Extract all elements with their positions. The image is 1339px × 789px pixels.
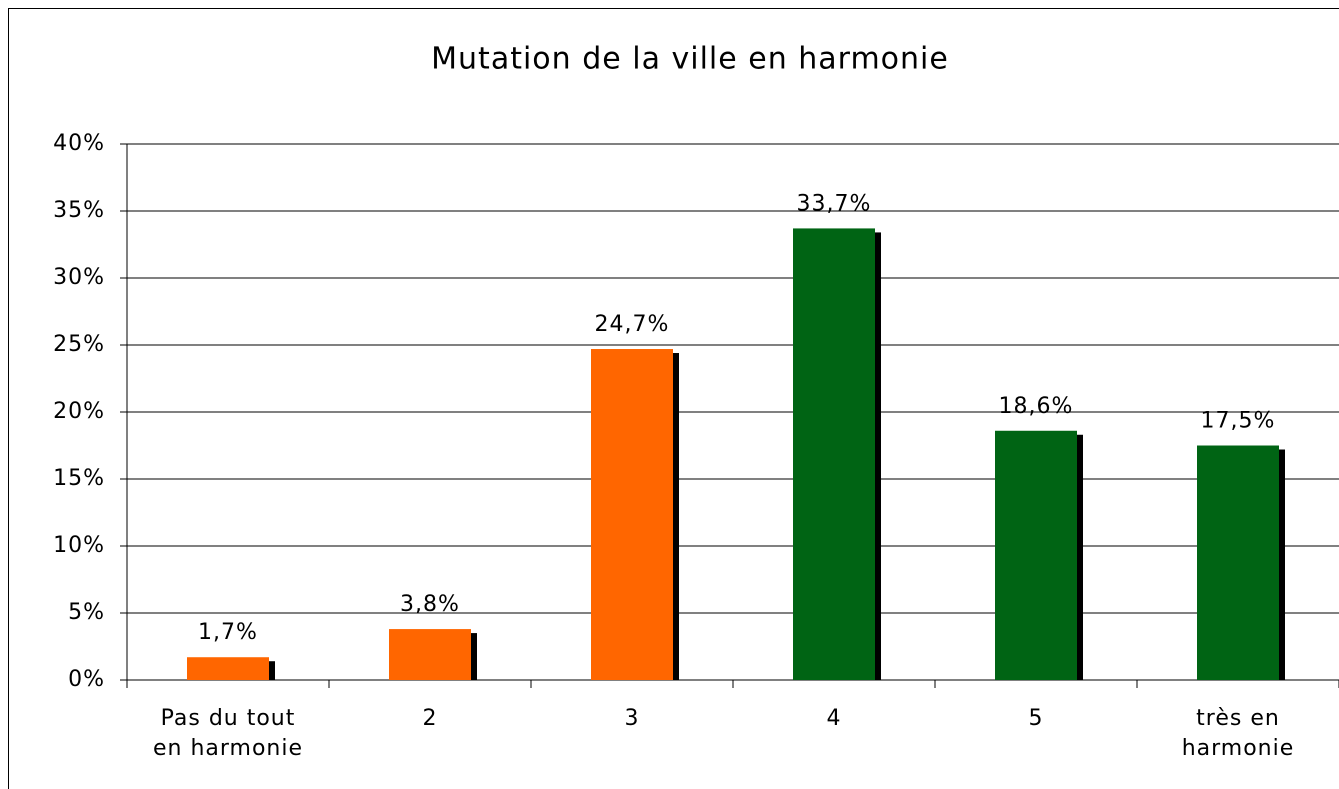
x-tick-label: 3: [624, 706, 640, 731]
y-tick-label: 40%: [53, 131, 105, 156]
chart-title: Mutation de la ville en harmonie: [431, 42, 949, 77]
y-tick-label: 35%: [53, 198, 105, 223]
bar: [187, 657, 269, 680]
x-tick-label: très en harmonie: [1181, 706, 1295, 761]
bar: [591, 349, 673, 680]
data-label: 3,8%: [400, 592, 460, 617]
y-tick-label: 20%: [53, 399, 105, 424]
data-label: 33,7%: [797, 191, 872, 216]
y-tick-label: 15%: [53, 466, 105, 491]
data-label: 24,7%: [595, 312, 670, 337]
y-tick-label: 25%: [53, 332, 105, 357]
x-tick-label: 5: [1028, 706, 1044, 731]
bar: [995, 430, 1077, 680]
data-label: 18,6%: [999, 394, 1074, 419]
x-tick-label: 4: [826, 706, 842, 731]
x-tick-label: Pas du tout en harmonie: [152, 706, 304, 761]
y-tick-label: 0%: [68, 667, 105, 692]
data-label: 1,7%: [198, 620, 258, 645]
data-label: 17,5%: [1201, 409, 1276, 434]
x-tick-label: 2: [422, 706, 438, 731]
bar: [1197, 445, 1279, 680]
bar: [793, 228, 875, 681]
y-tick-label: 5%: [68, 600, 105, 625]
y-tick-label: 10%: [53, 533, 105, 558]
y-tick-label: 30%: [53, 265, 105, 290]
bar: [389, 629, 471, 680]
